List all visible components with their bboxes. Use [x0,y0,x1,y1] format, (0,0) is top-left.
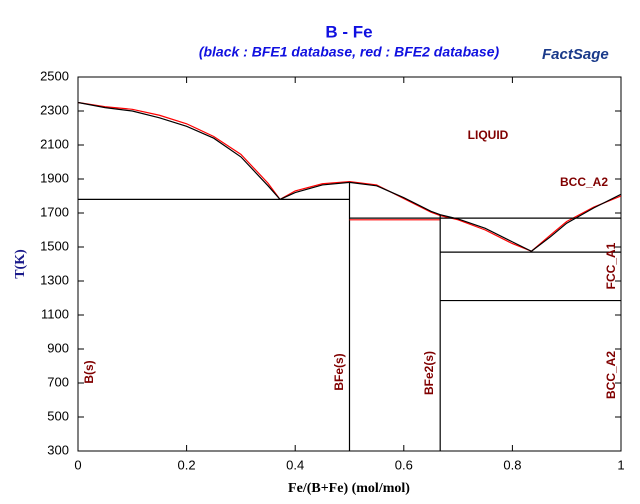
phase-label: BFe2(s) [422,351,436,395]
phase-label: B(s) [82,360,96,383]
phase-boundary [77,101,281,200]
phase-boundary [279,181,532,252]
y-tick-label: 2500 [40,68,69,83]
y-tick-label: 1100 [41,306,69,321]
y-tick-label: 1500 [40,238,69,253]
y-tick-label: 900 [47,340,69,355]
x-axis-label: Fe/(B+Fe) (mol/mol) [288,481,410,496]
phase-label: LIQUID [468,128,509,142]
x-tick-label: 0 [74,457,81,472]
x-tick-label: 0.8 [503,457,521,472]
phase-boundary [531,193,622,252]
x-tick-label: 0.4 [286,457,304,472]
phase-label: BFe(s) [332,353,346,390]
x-tick-label: 0.2 [178,457,196,472]
y-tick-label: 300 [47,442,69,457]
y-axis-label: T(K) [13,249,28,279]
phase-label: BCC_A2 [604,351,618,399]
phase-boundary [77,101,281,200]
x-tick-label: 0.6 [395,457,413,472]
y-tick-label: 2300 [40,102,69,117]
y-tick-label: 1900 [40,170,69,185]
phase-boundary [279,180,532,252]
y-tick-label: 500 [47,408,69,423]
phase-label: BCC_A2 [560,175,608,189]
phase-label: FCC_A1 [604,242,618,289]
logo: FactSage [542,46,609,63]
chart-subtitle: (black : BFE1 database, red : BFE2 datab… [199,44,500,60]
y-tick-label: 1300 [40,272,69,287]
y-tick-label: 2100 [40,136,69,151]
chart-title: B - Fe [325,22,372,41]
x-tick-label: 1 [617,457,624,472]
y-tick-label: 1700 [40,204,69,219]
y-tick-label: 700 [47,374,69,389]
